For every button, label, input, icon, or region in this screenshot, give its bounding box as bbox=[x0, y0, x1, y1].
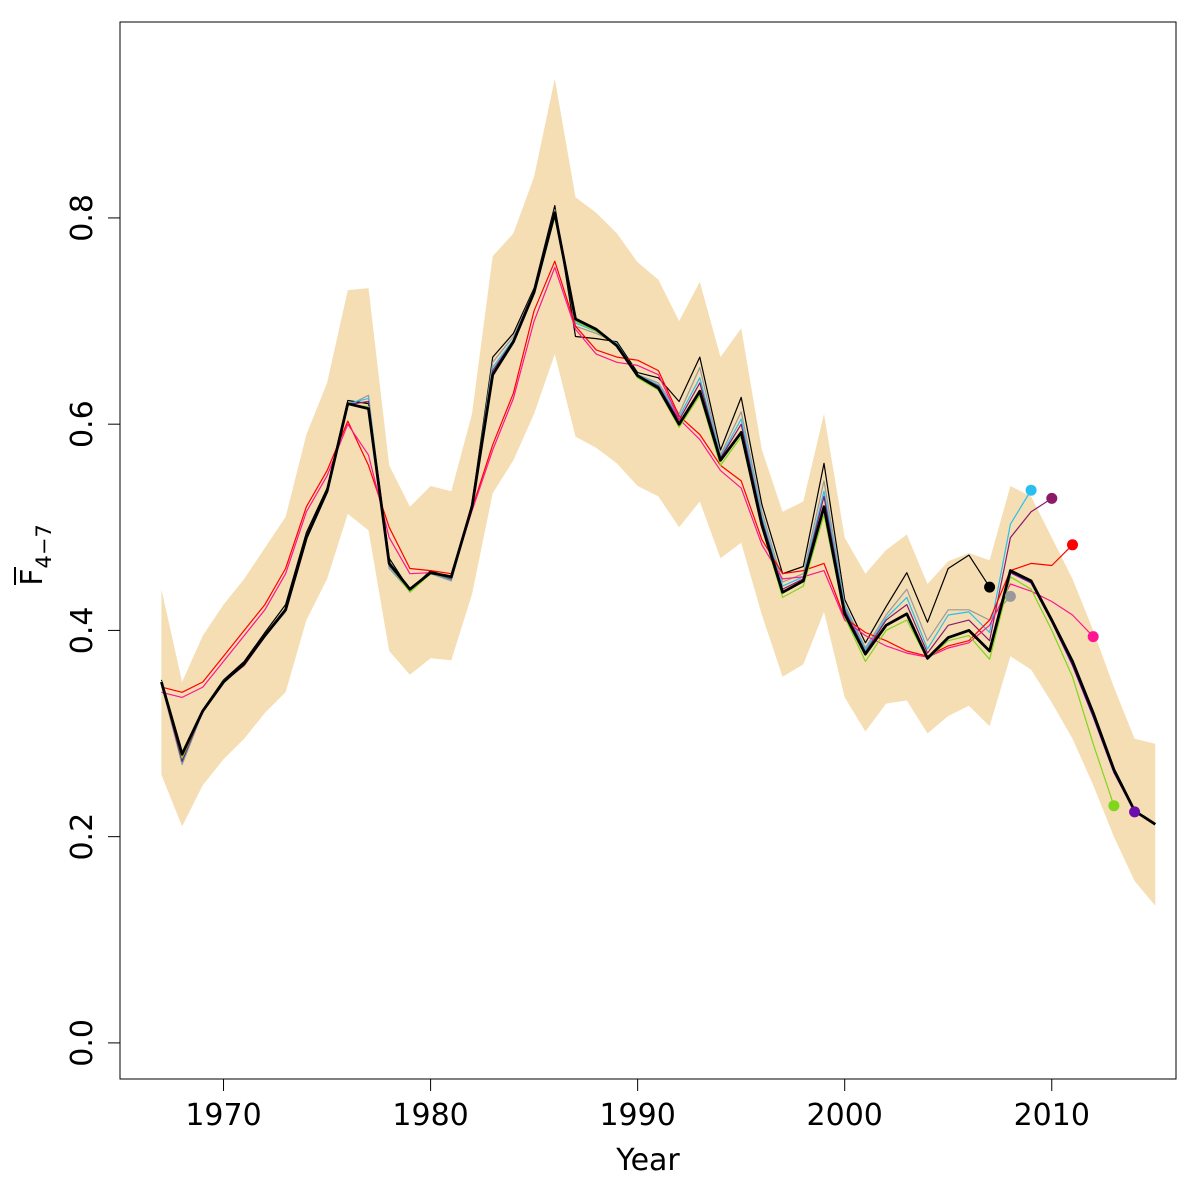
endpoint-marker-2012 bbox=[1087, 631, 1099, 643]
y-tick-label: 0.4 bbox=[65, 607, 100, 655]
x-tick-label: 1990 bbox=[599, 1098, 675, 1133]
x-axis: 1970 1980 1990 2000 2010 bbox=[185, 1078, 1090, 1133]
series-layer bbox=[160, 205, 1157, 826]
series-line-retro-2012 bbox=[161, 266, 1094, 699]
endpoint-marker-2011 bbox=[1067, 539, 1078, 551]
y-tick-label: 0.6 bbox=[65, 400, 100, 448]
x-axis-title: Year bbox=[615, 1143, 680, 1178]
endpoint-marker-2014 bbox=[1129, 806, 1141, 818]
y-tick-label: 0.0 bbox=[65, 1019, 100, 1067]
x-tick-label: 2000 bbox=[807, 1098, 883, 1133]
series-line-retro-2011 bbox=[161, 260, 1073, 693]
y-axis-title-main: F bbox=[15, 569, 50, 586]
endpoint-markers-layer bbox=[984, 484, 1141, 818]
confidence-band-layer bbox=[161, 78, 1156, 906]
confidence-band bbox=[161, 78, 1156, 906]
y-axis-title-subscript: 4−7 bbox=[32, 524, 56, 568]
svg-text:F4−7: F4−7 bbox=[15, 524, 56, 586]
x-tick-label: 1970 bbox=[185, 1098, 261, 1133]
y-axis-title: F4−7 bbox=[14, 524, 56, 586]
series-line-final bbox=[160, 211, 1157, 826]
endpoint-marker-2009 bbox=[1025, 484, 1037, 496]
y-tick-label: 0.8 bbox=[65, 194, 100, 242]
series-line-retro-2007 bbox=[160, 205, 991, 760]
endpoint-marker-2008 bbox=[1004, 590, 1016, 602]
endpoint-marker-2007 bbox=[984, 581, 996, 593]
endpoint-marker-2010 bbox=[1046, 492, 1058, 504]
y-axis: 0.0 0.2 0.4 0.6 0.8 bbox=[65, 194, 121, 1067]
y-tick-label: 0.2 bbox=[65, 813, 100, 861]
endpoint-marker-2013 bbox=[1108, 800, 1120, 812]
x-tick-label: 2010 bbox=[1014, 1098, 1090, 1133]
x-tick-label: 1980 bbox=[392, 1098, 468, 1133]
